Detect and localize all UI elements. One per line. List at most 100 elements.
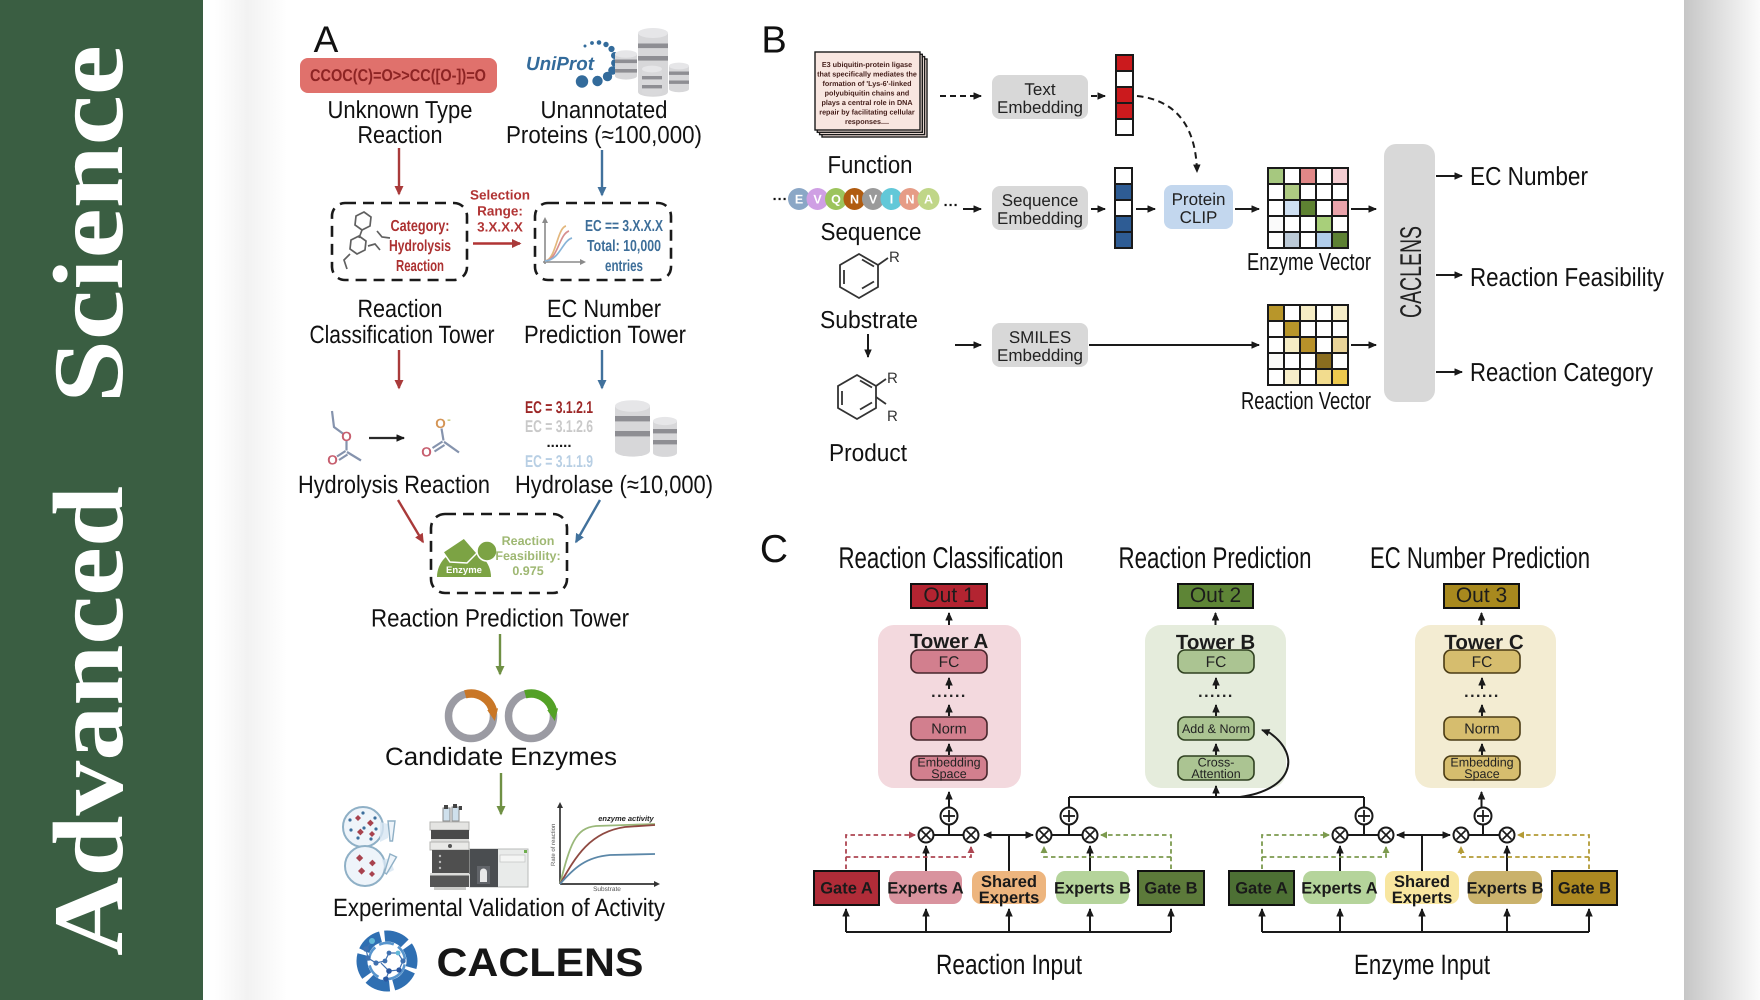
svg-text:EC = 3.1.1.9: EC = 3.1.1.9: [525, 452, 593, 471]
svg-text:that specifically mediates the: that specifically mediates the: [817, 70, 917, 79]
svg-text:···: ···: [944, 197, 959, 214]
svg-text:R: R: [887, 370, 898, 387]
svg-text:EC Number Prediction: EC Number Prediction: [1370, 542, 1590, 575]
svg-text:Space: Space: [1464, 767, 1499, 781]
svg-text:Product: Product: [829, 440, 907, 467]
svg-text:Space: Space: [931, 767, 966, 781]
svg-text:Total: 10,000: Total: 10,000: [587, 238, 661, 255]
svg-text:EC Number: EC Number: [547, 295, 661, 323]
svg-text:Candidate Enzymes: Candidate Enzymes: [385, 743, 617, 771]
svg-text:plays a central role in DNA: plays a central role in DNA: [821, 98, 912, 107]
svg-text:Reaction Prediction Tower: Reaction Prediction Tower: [371, 605, 629, 633]
svg-text:Out 1: Out 1: [923, 584, 974, 607]
svg-text:V: V: [869, 193, 878, 207]
svg-text:Experimental Validation of Act: Experimental Validation of Activity: [333, 894, 665, 922]
svg-text:......: ......: [546, 434, 571, 451]
svg-text:Reaction Input: Reaction Input: [936, 949, 1082, 980]
svg-text:Gate A: Gate A: [820, 880, 873, 898]
svg-text:-: -: [447, 414, 451, 426]
svg-text:Tower C: Tower C: [1444, 631, 1524, 654]
svg-text:Hydrolase (≈10,000): Hydrolase (≈10,000): [515, 471, 713, 499]
svg-text:responses....: responses....: [845, 117, 889, 126]
svg-text:CLIP: CLIP: [1180, 208, 1218, 227]
svg-text:A: A: [924, 193, 933, 207]
svg-text:Embedding: Embedding: [997, 346, 1083, 365]
svg-text:EC = 3.1.2.1: EC = 3.1.2.1: [525, 398, 593, 417]
svg-text:formation of 'Lys-6'-linked: formation of 'Lys-6'-linked: [822, 79, 911, 88]
svg-text:Substrate: Substrate: [820, 307, 918, 334]
svg-text:V: V: [813, 193, 822, 207]
svg-text:Protein: Protein: [1172, 190, 1226, 209]
svg-text:Reaction: Reaction: [502, 534, 555, 548]
svg-text:Gate B: Gate B: [1558, 880, 1611, 898]
svg-text:enzyme activity: enzyme activity: [598, 814, 654, 823]
svg-text:Advanced: Advanced: [33, 486, 144, 956]
svg-text:Category:: Category:: [391, 218, 450, 235]
svg-text:Substrate: Substrate: [593, 886, 621, 893]
svg-text:Experts B: Experts B: [1054, 880, 1131, 898]
svg-text:C: C: [760, 528, 788, 571]
svg-text:Reaction Prediction: Reaction Prediction: [1119, 542, 1312, 575]
svg-text:Rate of reaction: Rate of reaction: [550, 824, 557, 866]
svg-text:R: R: [889, 249, 900, 266]
svg-text:Range:: Range:: [477, 204, 523, 219]
svg-text:Experts B: Experts B: [1466, 880, 1543, 898]
svg-text:Reaction Category: Reaction Category: [1470, 357, 1653, 387]
svg-text:Embedding: Embedding: [997, 209, 1083, 228]
svg-text:O: O: [341, 429, 352, 444]
svg-text:Enzyme Vector: Enzyme Vector: [1247, 249, 1371, 276]
svg-text:Hydrolysis Reaction: Hydrolysis Reaction: [298, 471, 490, 499]
svg-text:···: ···: [773, 191, 788, 208]
svg-text:FC: FC: [1206, 654, 1227, 671]
svg-text:Reaction: Reaction: [358, 122, 443, 149]
svg-text:Function: Function: [828, 152, 913, 179]
svg-text:......: ......: [1464, 684, 1500, 701]
svg-text:Shared: Shared: [981, 873, 1037, 891]
svg-text:Sequence: Sequence: [821, 219, 922, 246]
svg-text:CACLENS: CACLENS: [1395, 226, 1428, 318]
svg-text:Experts A: Experts A: [1301, 880, 1378, 898]
svg-text:Prediction Tower: Prediction Tower: [524, 321, 686, 349]
svg-text:Unknown Type: Unknown Type: [328, 97, 473, 124]
svg-text:Embedding: Embedding: [917, 756, 980, 770]
svg-text:Reaction Vector: Reaction Vector: [1241, 388, 1371, 415]
svg-text:FC: FC: [1472, 654, 1493, 671]
svg-text:Gate B: Gate B: [1144, 880, 1197, 898]
svg-text:Experts: Experts: [1392, 889, 1453, 907]
svg-text:Classification Tower: Classification Tower: [310, 321, 495, 349]
svg-text:Out 3: Out 3: [1456, 584, 1507, 607]
svg-text:Q: Q: [831, 193, 841, 207]
svg-text:Norm: Norm: [931, 722, 966, 738]
svg-text:Unannotated: Unannotated: [541, 97, 668, 124]
svg-text:Science: Science: [33, 45, 144, 403]
svg-text:B: B: [761, 20, 786, 62]
svg-text:Sequence: Sequence: [1002, 191, 1079, 210]
svg-text:0.975: 0.975: [512, 564, 543, 578]
svg-text:I: I: [890, 193, 893, 207]
svg-text:Enzyme Input: Enzyme Input: [1354, 949, 1490, 980]
svg-text:O: O: [421, 445, 432, 460]
svg-text:Embedding: Embedding: [997, 98, 1083, 117]
svg-text:N: N: [905, 193, 914, 207]
svg-text:Reaction: Reaction: [396, 258, 444, 275]
svg-text:Reaction Feasibility: Reaction Feasibility: [1470, 262, 1664, 292]
svg-text:E: E: [795, 193, 803, 207]
svg-text:FC: FC: [939, 654, 960, 671]
svg-text:N: N: [850, 193, 859, 207]
svg-text:A: A: [314, 19, 339, 60]
svg-text:polyubiquitin chains and: polyubiquitin chains and: [825, 89, 910, 98]
svg-text:Gate A: Gate A: [1235, 880, 1288, 898]
svg-text:Hydrolysis: Hydrolysis: [389, 238, 451, 255]
svg-text:Add & Norm: Add & Norm: [1182, 722, 1250, 736]
svg-text:Reaction: Reaction: [358, 295, 443, 323]
svg-text:EC == 3.X.X.X: EC == 3.X.X.X: [585, 218, 663, 235]
svg-text:CACLENS: CACLENS: [437, 941, 644, 985]
svg-text:Feasibility:: Feasibility:: [495, 549, 560, 563]
svg-text:CCOC(C)=O>>CC([O-])=O: CCOC(C)=O>>CC([O-])=O: [310, 66, 486, 85]
svg-text:Out 2: Out 2: [1190, 584, 1241, 607]
svg-text:Text: Text: [1024, 80, 1055, 99]
svg-text:Shared: Shared: [1394, 873, 1450, 891]
svg-text:repair by facilitating cellula: repair by facilitating cellular: [819, 108, 915, 117]
svg-text:EC = 3.1.2.6: EC = 3.1.2.6: [525, 417, 593, 436]
svg-text:Attention: Attention: [1191, 767, 1240, 781]
